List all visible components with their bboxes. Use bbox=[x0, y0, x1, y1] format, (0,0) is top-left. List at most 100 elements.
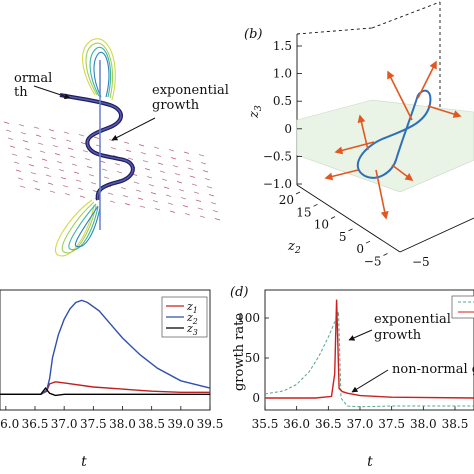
panel-b-arrow bbox=[391, 164, 414, 181]
y-tick-label: 100 bbox=[237, 311, 260, 325]
panel-d-arrow-exponential bbox=[348, 329, 373, 341]
vector-dash bbox=[47, 182, 54, 185]
panel-d-ylabel: growth rate bbox=[232, 313, 247, 391]
vector-dash bbox=[17, 177, 24, 180]
vector-dash bbox=[79, 195, 86, 198]
vector-dash bbox=[146, 176, 153, 179]
vector-dash bbox=[37, 142, 44, 145]
vector-dash bbox=[150, 192, 157, 195]
vector-dash bbox=[15, 169, 22, 172]
vector-dash bbox=[159, 170, 166, 173]
panel-a: ormal th exponential growth bbox=[3, 38, 229, 257]
panel-b-zlabel: z3 bbox=[247, 105, 264, 119]
panel-d-xlabel: t bbox=[367, 454, 373, 470]
panel-a-label-exponential: exponential growth bbox=[152, 83, 229, 113]
panel-a-arrow-2 bbox=[111, 117, 156, 141]
vector-dash bbox=[99, 160, 106, 163]
vector-dash bbox=[101, 168, 108, 171]
vector-dash bbox=[116, 171, 123, 174]
panel-b-y-tick bbox=[348, 228, 353, 232]
vector-dash bbox=[71, 163, 78, 166]
vector-dash bbox=[210, 202, 217, 205]
panel-b-y-tick bbox=[313, 203, 318, 207]
vector-dash bbox=[155, 154, 162, 157]
vector-dash bbox=[144, 168, 151, 171]
panel-b-y-tick bbox=[330, 216, 336, 219]
panel-a-label-nonnormal: ormal th bbox=[14, 71, 52, 100]
vector-dash bbox=[167, 202, 174, 205]
vector-dash bbox=[193, 191, 200, 194]
panel-b-z-tick-label: −1.0 bbox=[263, 177, 292, 191]
x-tick-label: 38.0 bbox=[109, 417, 136, 431]
x-tick-label: 39.0 bbox=[167, 417, 194, 431]
vector-dash bbox=[86, 166, 93, 169]
vector-dash bbox=[107, 192, 114, 195]
vector-dash bbox=[195, 199, 202, 202]
vector-dash bbox=[161, 178, 168, 181]
vector-dash bbox=[182, 205, 189, 208]
panel-b-arrow bbox=[417, 60, 437, 99]
panel-a-spiral bbox=[59, 60, 135, 230]
vector-dash bbox=[84, 158, 91, 161]
vector-dash bbox=[199, 215, 206, 218]
vector-dash bbox=[212, 210, 219, 213]
vector-dash bbox=[184, 213, 191, 216]
panel-b-z-tick-label: 1.0 bbox=[273, 67, 292, 81]
panel-b-z-tick-label: −0.5 bbox=[263, 149, 292, 163]
vector-dash bbox=[58, 169, 65, 172]
panel-d-series bbox=[264, 299, 474, 408]
panel-b-trajectory bbox=[356, 89, 432, 179]
vector-dash bbox=[90, 182, 97, 185]
vector-dash bbox=[138, 144, 145, 147]
panel-c-x-ticks: 36.036.537.037.538.038.539.039.5 bbox=[0, 406, 223, 431]
panel-b-arrow bbox=[387, 70, 413, 121]
vector-dash bbox=[88, 174, 95, 177]
vector-dash bbox=[183, 151, 190, 154]
vector-dash bbox=[49, 190, 56, 193]
x-tick-label: 37.5 bbox=[378, 417, 405, 431]
vector-dash bbox=[124, 203, 131, 206]
panel-d-annotation-nonnormal: non-normal g bbox=[392, 362, 474, 377]
x-tick-label: 37.0 bbox=[347, 417, 374, 431]
vector-dash bbox=[163, 186, 170, 189]
vector-dash bbox=[135, 189, 142, 192]
panel-d-legend-stub bbox=[451, 295, 474, 319]
vector-dash bbox=[206, 186, 213, 189]
panel-d-annotation-exponential: exponential growth bbox=[374, 312, 451, 343]
vector-dash bbox=[197, 207, 204, 210]
x-tick-label: 38.0 bbox=[410, 417, 437, 431]
panel-b-box bbox=[296, 1, 474, 253]
vector-dash bbox=[93, 136, 100, 139]
vector-dash bbox=[204, 178, 211, 181]
vector-dash bbox=[5, 129, 12, 132]
vector-dash bbox=[139, 205, 146, 208]
vector-dash bbox=[137, 197, 144, 200]
vector-dash bbox=[185, 159, 192, 162]
panel-a-outer-loops bbox=[55, 38, 116, 257]
vector-dash bbox=[187, 167, 194, 170]
panel-b-y-tick-label: −5 bbox=[364, 255, 382, 269]
vector-dash bbox=[214, 218, 221, 221]
vector-dash bbox=[178, 189, 185, 192]
vector-dash bbox=[39, 150, 46, 153]
panel-b-y-tick-label: 5 bbox=[339, 230, 347, 244]
vector-dash bbox=[7, 137, 14, 140]
vector-dash bbox=[73, 171, 80, 174]
vector-dash bbox=[56, 161, 63, 164]
vector-dash bbox=[20, 132, 27, 135]
vector-dash bbox=[9, 145, 16, 148]
vector-dash bbox=[50, 137, 57, 140]
x-tick-label: 36.0 bbox=[283, 417, 310, 431]
panel-c-frame bbox=[0, 289, 211, 411]
vector-dash bbox=[109, 200, 116, 203]
x-tick-label: 37.0 bbox=[51, 417, 78, 431]
vector-dash bbox=[123, 141, 130, 144]
vector-dash bbox=[125, 149, 132, 152]
panel-b-z-tick-label: 0.5 bbox=[273, 94, 292, 108]
legend-label: z1 bbox=[186, 300, 198, 315]
series-line bbox=[0, 299, 211, 395]
vector-dash bbox=[152, 200, 159, 203]
